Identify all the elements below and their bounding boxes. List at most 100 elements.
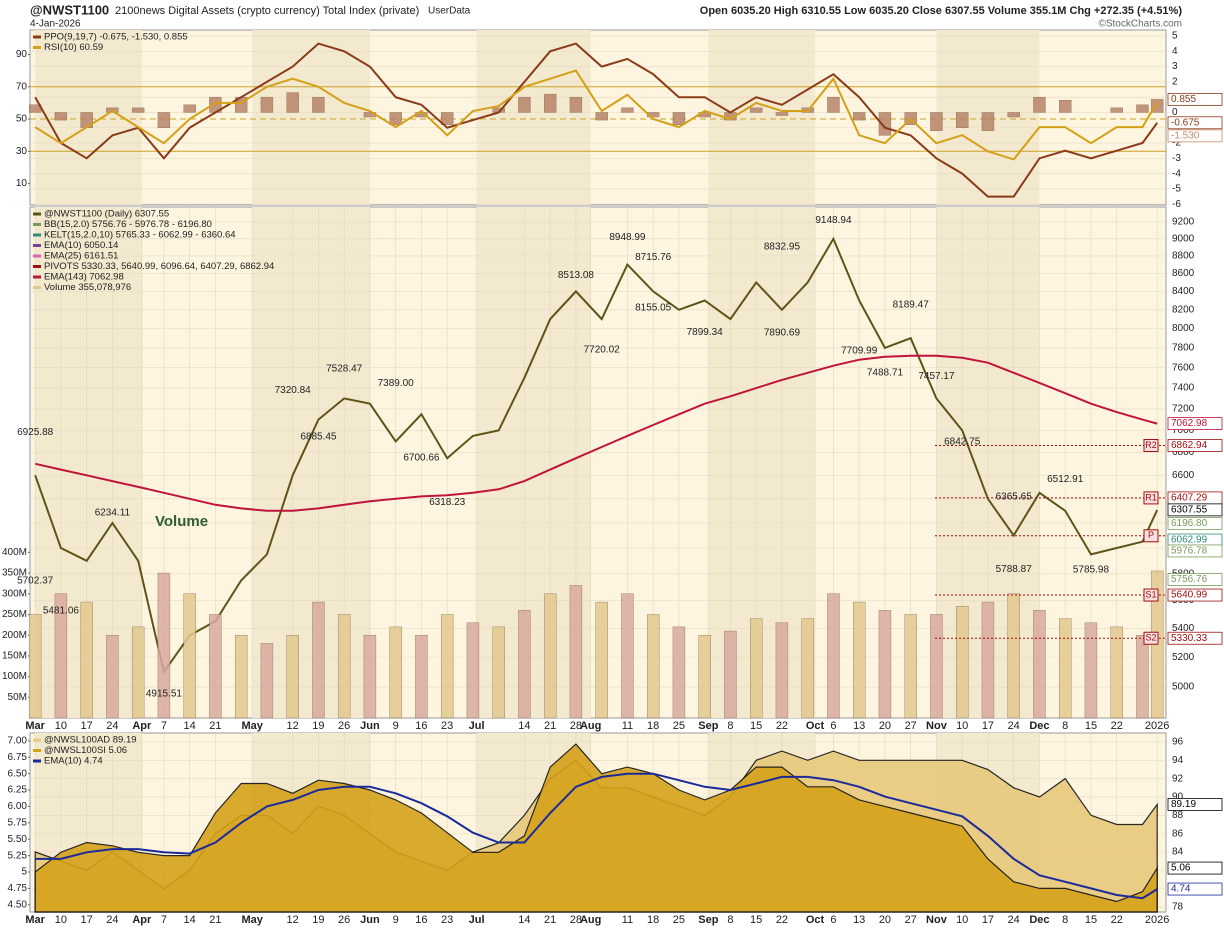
- bar: [1136, 104, 1149, 113]
- x-tick-label: 20: [879, 914, 891, 926]
- bar: [1059, 618, 1072, 719]
- x-tick-label: 17: [982, 720, 994, 732]
- x-tick-label: 24: [1008, 720, 1020, 732]
- x-tick-label: 2026: [1145, 914, 1169, 926]
- x-tick-label: Jul: [469, 914, 485, 926]
- y-tick-label: 250M: [2, 609, 27, 620]
- legend-swatch: [33, 35, 41, 39]
- x-tick-label: 19: [312, 720, 324, 732]
- pivot-label: P: [1148, 530, 1154, 540]
- legend-swatch: [33, 286, 41, 289]
- month-band: [252, 30, 370, 205]
- y-tick-label: 50: [16, 114, 28, 125]
- price-annotation: 7457.17: [918, 371, 955, 382]
- y2-tick-label: -6: [1172, 199, 1181, 210]
- value-tag: 6062.99: [1171, 535, 1208, 546]
- pivot-label: R1: [1145, 492, 1157, 502]
- price-annotation: 9148.94: [815, 215, 852, 226]
- bar: [54, 593, 68, 719]
- series-area: [34, 743, 1158, 913]
- y2-tick-label: 88: [1172, 810, 1184, 821]
- x-tick-label: 23: [441, 914, 453, 926]
- panel: 1030507090543210-1-2-3-4-5-60.855-0.675-…: [16, 29, 1223, 210]
- y2-tick-label: -4: [1172, 168, 1181, 179]
- x-tick-label: 12: [287, 720, 299, 732]
- panel: 50M 100M 150M 200M 250M 300M 350M 400M 5000 5200 5…: [2, 206, 1223, 732]
- x-tick-label: 13: [853, 914, 865, 926]
- bar: [672, 112, 686, 125]
- y-tick-label: 200M: [2, 630, 27, 641]
- bar: [904, 614, 917, 719]
- y2-tick-label: 78: [1172, 902, 1184, 913]
- bar: [466, 622, 480, 719]
- price-annotation: 7320.84: [275, 385, 312, 396]
- value-tag: -1.530: [1171, 130, 1200, 141]
- legend-swatch: [33, 244, 41, 247]
- value-tag-box: [1167, 439, 1223, 452]
- x-tick-label: 23: [441, 720, 453, 732]
- y-tick-label: 6.75: [8, 752, 28, 763]
- legend-swatch: [33, 212, 41, 216]
- x-tick-label: May: [241, 720, 263, 732]
- value-tag: 4.74: [1171, 884, 1191, 895]
- bar: [827, 593, 840, 719]
- bar: [878, 112, 892, 136]
- pivot-box: [1143, 529, 1159, 543]
- value-tag: 6196.80: [1171, 518, 1208, 529]
- value-tag: 7062.98: [1171, 418, 1208, 429]
- x-tick-label: 6: [830, 720, 836, 732]
- bar: [1007, 593, 1020, 719]
- value-tag-box: [1167, 588, 1223, 602]
- x-tick-label: 2026: [1145, 720, 1169, 732]
- y2-tick-label: 6800: [1172, 447, 1195, 458]
- x-tick-label: 11: [622, 914, 633, 926]
- legend-entry: BB(15,2.0) 5756.76 - 5976.78 - 6196.80: [44, 219, 212, 230]
- x-tick-label: 22: [776, 720, 788, 732]
- x-tick-label: 8: [727, 720, 733, 732]
- legend-swatch: [33, 738, 41, 742]
- legend-swatch: [33, 46, 41, 49]
- price-annotation: 5785.98: [1073, 564, 1110, 575]
- y2-tick-label: 9000: [1172, 233, 1195, 244]
- price-annotation: 8715.76: [635, 252, 672, 263]
- watermark: ©StockCharts.com: [1098, 19, 1182, 30]
- bar: [1033, 96, 1046, 113]
- bar: [1059, 100, 1072, 113]
- y-tick-label: 50M: [8, 692, 27, 703]
- bar: [1110, 626, 1123, 719]
- x-tick-label: Nov: [926, 914, 948, 926]
- x-tick-label: 28: [570, 914, 582, 926]
- x-tick-label: Oct: [806, 720, 825, 732]
- x-tick-label: 20: [879, 720, 891, 732]
- price-annotation: 5788.87: [996, 564, 1033, 575]
- bar: [1084, 622, 1098, 719]
- bar: [646, 112, 660, 118]
- y-tick-label: 90: [16, 49, 28, 60]
- x-tick-label: Jun: [360, 720, 380, 732]
- legend-entry: EMA(10) 6050.14: [44, 240, 118, 251]
- price-annotation: 7528.47: [326, 364, 363, 375]
- x-tick-label: 17: [982, 914, 994, 926]
- value-tag-box: [1167, 882, 1223, 896]
- y-tick-label: 30: [16, 146, 28, 157]
- x-tick-label: 11: [622, 720, 633, 732]
- value-tag-box: [1167, 544, 1223, 558]
- x-tick-label: 10: [55, 914, 67, 926]
- bar: [28, 614, 42, 719]
- y2-tick-label: -3: [1172, 153, 1181, 164]
- value-tag-box: [1167, 92, 1223, 106]
- y2-tick-label: 86: [1172, 828, 1184, 839]
- legend-swatch: [33, 749, 41, 752]
- bar: [260, 643, 274, 719]
- value-tag: 5756.76: [1171, 574, 1208, 585]
- value-tag-box: [1167, 129, 1223, 143]
- x-tick-label: Apr: [132, 914, 152, 926]
- x-tick-label: 10: [55, 720, 67, 732]
- x-tick-label: 13: [853, 720, 865, 732]
- bar: [698, 634, 711, 719]
- y2-tick-label: 94: [1172, 755, 1184, 766]
- bar: [672, 626, 686, 719]
- price-annotation: 8513.08: [558, 270, 595, 281]
- pivot-box: [1143, 588, 1159, 602]
